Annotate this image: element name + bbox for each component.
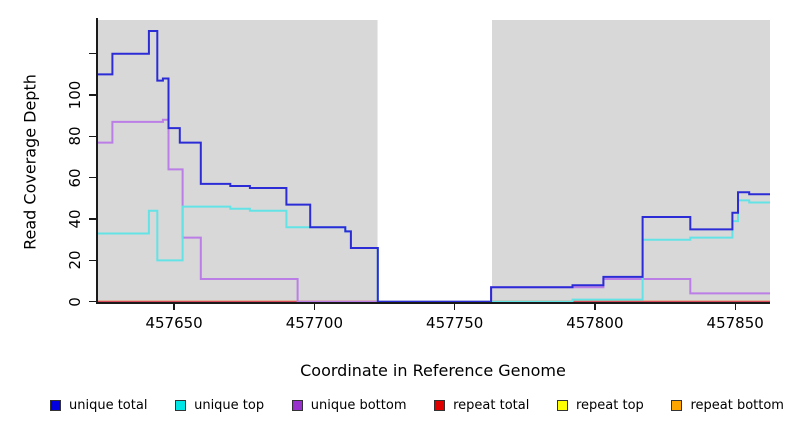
y-axis-title: Read Coverage Depth [20, 74, 40, 250]
y-tick-mark [89, 176, 96, 179]
legend-item-unique-total: unique total [50, 398, 147, 413]
y-tick-label: 100 [66, 80, 84, 110]
uncovered-region-band [377, 18, 492, 302]
y-tick-label: 20 [66, 250, 84, 270]
legend-label: unique bottom [310, 398, 407, 413]
y-tick-label: 40 [66, 209, 84, 229]
legend-item-unique-top: unique top [175, 398, 264, 413]
legend-label: unique top [194, 398, 265, 413]
legend-swatch-icon [434, 400, 446, 411]
y-tick-mark [89, 52, 96, 55]
x-tick-label: 457800 [566, 314, 624, 332]
legend-swatch-icon [671, 400, 683, 411]
x-tick-label: 457850 [706, 314, 764, 332]
legend-swatch-icon [557, 400, 568, 411]
y-tick-mark [89, 135, 96, 138]
legend-item-repeat-bottom: repeat bottom [671, 398, 784, 413]
x-tick-mark [594, 303, 596, 310]
y-tick-label: 80 [66, 126, 84, 146]
legend-label: unique total [69, 398, 148, 413]
y-tick-mark [89, 259, 96, 262]
x-tick-label: 457750 [426, 314, 484, 332]
y-tick-mark [89, 300, 96, 303]
y-tick-mark [89, 218, 96, 220]
legend-item-unique-bottom: unique bottom [291, 398, 407, 413]
legend-label: repeat bottom [690, 398, 784, 413]
y-tick-mark [89, 94, 96, 96]
legend-item-repeat-top: repeat top [557, 398, 644, 413]
x-tick-label: 457650 [145, 314, 203, 332]
x-tick-mark [313, 303, 316, 310]
y-axis-line [96, 18, 98, 303]
y-tick-label: 0 [66, 296, 84, 307]
x-axis-title: Coordinate in Reference Genome [300, 361, 566, 380]
legend-item-repeat-total: repeat total [434, 398, 529, 413]
legend-swatch-icon [175, 400, 187, 411]
x-tick-mark [734, 303, 736, 310]
x-tick-mark [453, 303, 456, 310]
legend-label: repeat top [576, 398, 644, 413]
series-line-unique-total [97, 30, 770, 303]
legend-label: repeat total [453, 398, 530, 413]
x-tick-mark [173, 303, 175, 310]
x-tick-label: 457700 [285, 314, 344, 332]
legend: unique total unique top unique bottom repea… [50, 398, 784, 413]
chart-lines [97, 18, 770, 303]
legend-swatch-icon [50, 400, 61, 411]
x-axis-line [96, 302, 770, 304]
y-tick-label: 60 [66, 168, 84, 188]
legend-swatch-icon [291, 400, 303, 411]
